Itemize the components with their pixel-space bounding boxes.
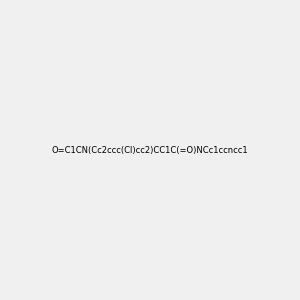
Text: O=C1CN(Cc2ccc(Cl)cc2)CC1C(=O)NCc1ccncc1: O=C1CN(Cc2ccc(Cl)cc2)CC1C(=O)NCc1ccncc1 <box>52 146 248 154</box>
